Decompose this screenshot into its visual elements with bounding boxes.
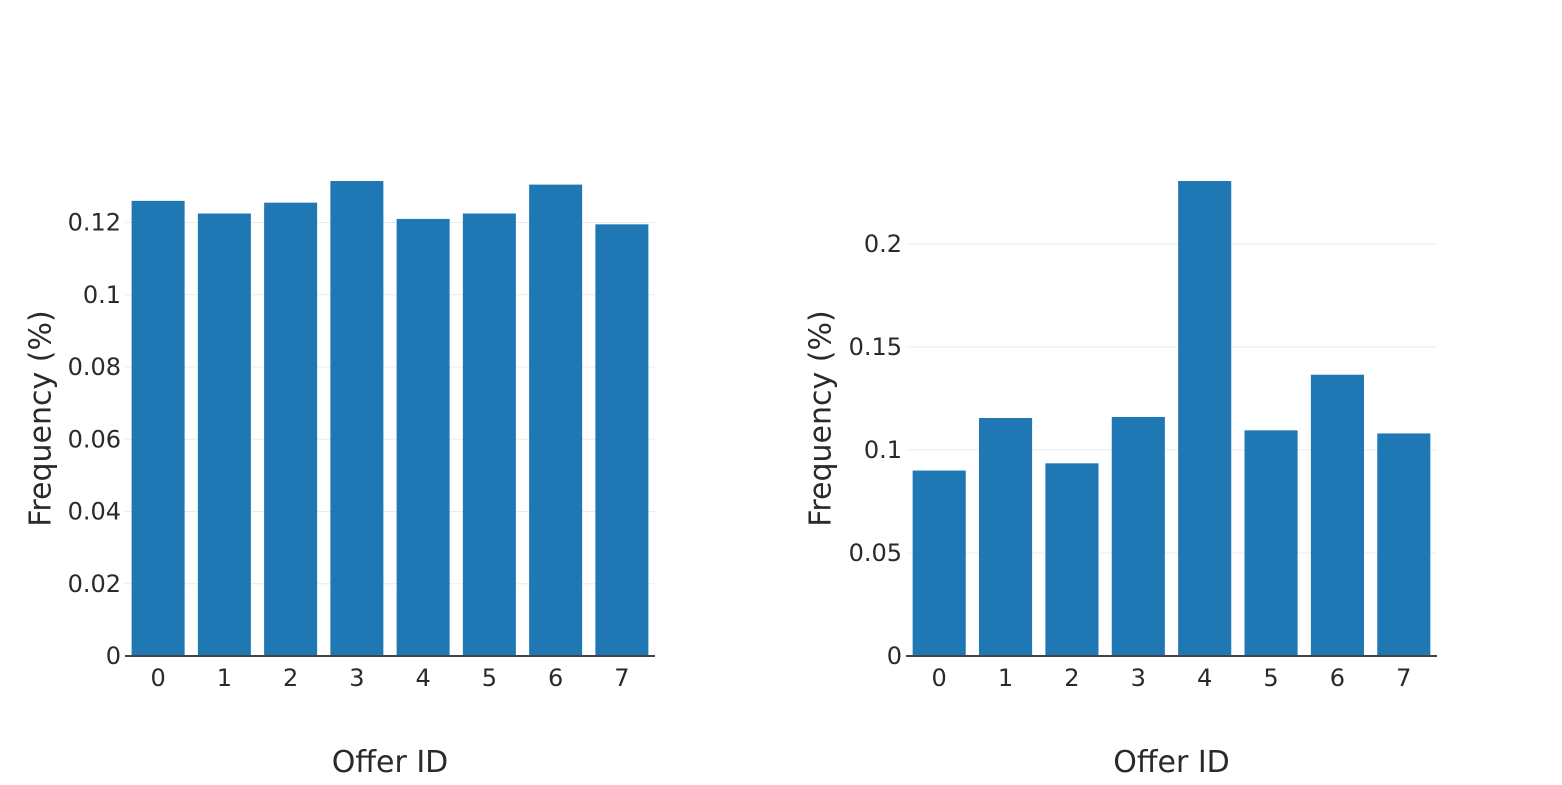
x-tick-label: 3 — [349, 664, 364, 692]
x-tick-label: 5 — [482, 664, 497, 692]
x-tick-label: 6 — [548, 664, 563, 692]
y-tick-label: 0.15 — [849, 333, 902, 361]
x-tick-label: 4 — [415, 664, 430, 692]
bar-offer-0[interactable] — [912, 470, 966, 656]
x-tick-label: 4 — [1197, 664, 1212, 692]
x-tick-label: 3 — [1131, 664, 1146, 692]
y-tick-label: 0.08 — [68, 353, 121, 381]
y-tick-label: 0.06 — [68, 425, 121, 453]
y-tick-label: 0.1 — [864, 436, 902, 464]
x-tick-label: 2 — [283, 664, 298, 692]
y-tick-label: 0.12 — [68, 209, 121, 237]
y-tick-label: 0.02 — [68, 570, 121, 598]
bar-offer-1[interactable] — [979, 417, 1033, 656]
bar-offer-4[interactable] — [396, 218, 450, 657]
bar-offer-3[interactable] — [1111, 416, 1165, 656]
bar-offer-5[interactable] — [1244, 430, 1298, 656]
bar-offer-4[interactable] — [1178, 181, 1232, 656]
y-tick-label: 0 — [106, 642, 121, 670]
bar-offer-6[interactable] — [1310, 374, 1364, 656]
y-axis-title: Frequency (%) — [24, 310, 59, 526]
y-axis-title: Frequency (%) — [804, 310, 839, 526]
x-tick-label: 6 — [1330, 664, 1345, 692]
x-tick-label: 2 — [1064, 664, 1079, 692]
chart-panel-right: 0 0.05 0.1 0.15 0.2 0 1 2 3 4 5 6 7 Frequency (%) Offe… — [804, 181, 1437, 780]
x-axis-title: Offer ID — [1113, 745, 1230, 780]
x-axis-title: Offer ID — [332, 745, 449, 780]
chart-panel-left: 0 0.02 0.04 0.06 0.08 0.1 0.12 0 1 2 3 4 5 6 7 Frequenc… — [24, 181, 655, 780]
y-tick-label: 0.04 — [68, 498, 121, 526]
x-tick-label: 5 — [1263, 664, 1278, 692]
x-tick-label: 0 — [150, 664, 165, 692]
y-tick-label: 0.05 — [849, 539, 902, 567]
x-tick-label: 7 — [614, 664, 629, 692]
y-tick-label: 0.2 — [864, 230, 902, 258]
x-tick-label: 1 — [217, 664, 232, 692]
x-tick-label: 1 — [998, 664, 1013, 692]
bar-offer-0[interactable] — [131, 200, 185, 656]
bar-offer-7[interactable] — [1377, 433, 1431, 656]
y-tick-label: 0 — [887, 642, 902, 670]
bar-offer-2[interactable] — [264, 202, 318, 656]
bar-offer-5[interactable] — [462, 213, 516, 656]
x-tick-label: 7 — [1396, 664, 1411, 692]
y-tick-label: 0.1 — [83, 281, 121, 309]
bar-offer-2[interactable] — [1045, 463, 1099, 656]
bar-offer-7[interactable] — [595, 224, 649, 656]
bar-offer-3[interactable] — [330, 181, 384, 656]
x-tick-label: 0 — [932, 664, 947, 692]
bar-offer-1[interactable] — [197, 213, 251, 656]
bar-offer-6[interactable] — [529, 184, 583, 656]
